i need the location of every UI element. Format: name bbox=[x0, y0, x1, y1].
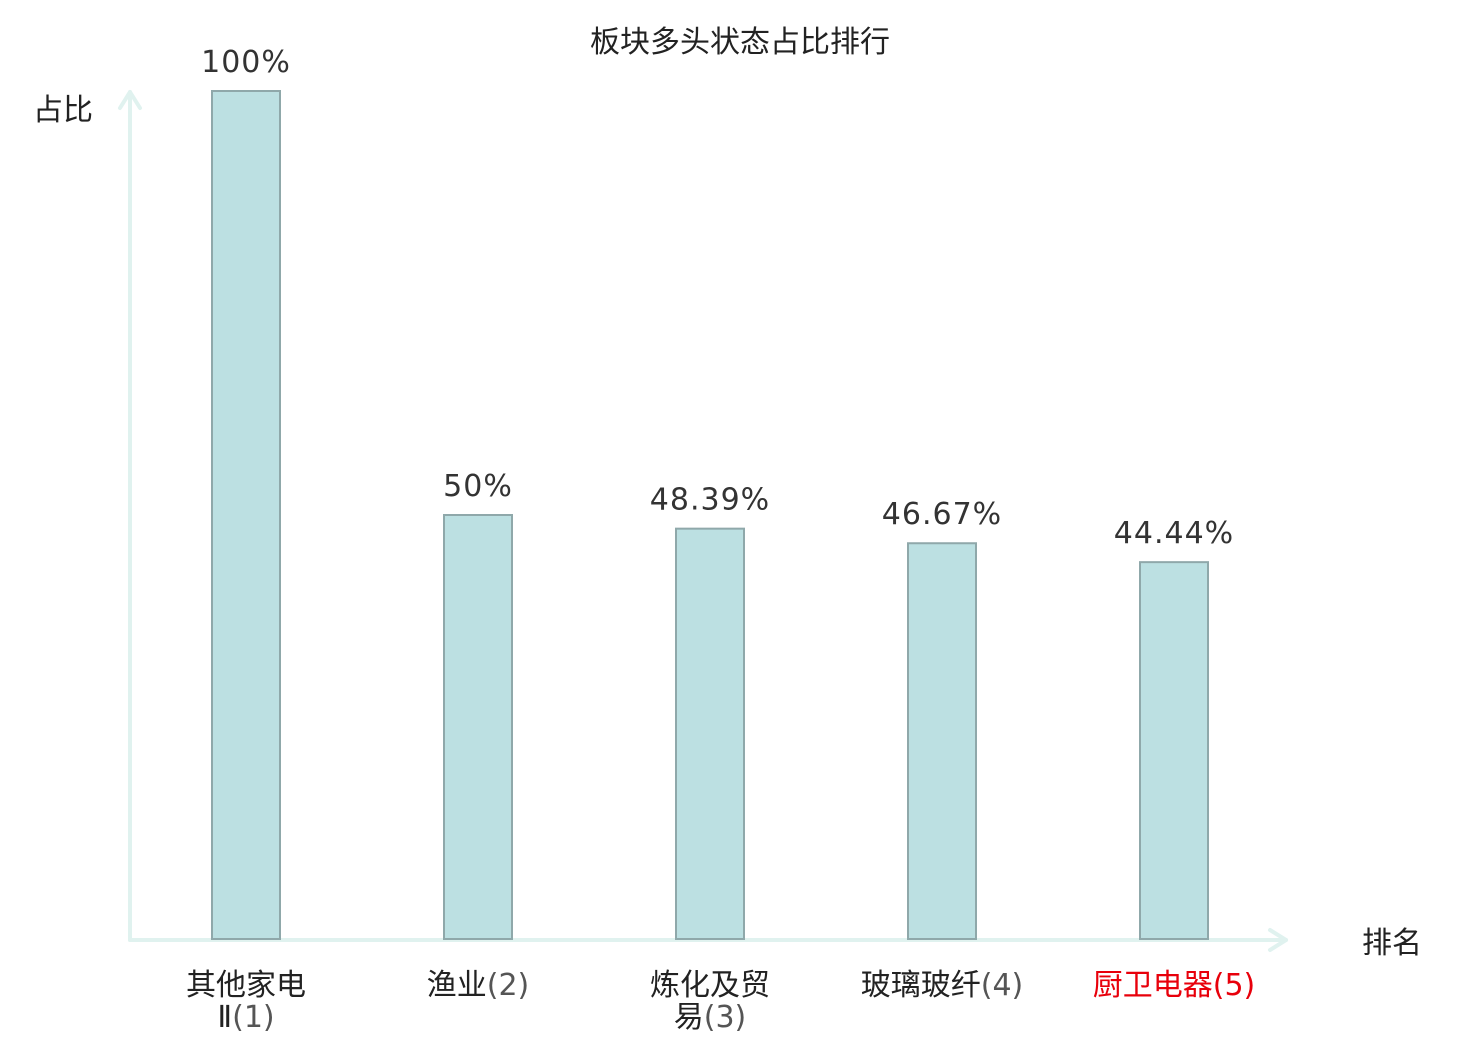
x-tick-label: 渔业(2) bbox=[427, 968, 530, 1003]
y-axis-arrow bbox=[118, 90, 142, 110]
bars-group bbox=[211, 90, 1209, 940]
chart-title: 板块多头状态占比排行 bbox=[590, 25, 890, 60]
category-name: 玻璃玻纤 bbox=[861, 968, 981, 1003]
value-labels-group: 100% 50% 48.39% 46.67% 44.44% bbox=[201, 45, 1234, 551]
x-tick-label-line: 厨卫电器(5) bbox=[1093, 968, 1256, 1003]
category-name: 易 bbox=[674, 1000, 704, 1035]
x-tick-label: 厨卫电器(5) bbox=[1093, 968, 1256, 1003]
bar-value-label: 48.39% bbox=[650, 483, 770, 518]
bar-value-label: 44.44% bbox=[1114, 516, 1234, 551]
category-name: 渔业 bbox=[427, 968, 487, 1003]
category-rank: (1) bbox=[232, 1000, 275, 1035]
x-tick-label-line: 炼化及贸 bbox=[650, 968, 770, 1003]
category-rank: (2) bbox=[487, 968, 530, 1003]
y-axis-label: 占比 bbox=[33, 93, 93, 128]
bar bbox=[443, 514, 513, 940]
category-rank: (5) bbox=[1213, 968, 1256, 1003]
category-labels-group: 其他家电 Ⅱ(1) 渔业(2) 炼化及贸易(3) 玻璃玻纤(4) 厨卫电器(5) bbox=[186, 968, 1255, 1035]
category-name: 炼化及贸 bbox=[650, 968, 770, 1003]
bar-value-label: 50% bbox=[443, 469, 513, 504]
x-axis-label: 排名 bbox=[1362, 926, 1422, 961]
x-tick-label: 炼化及贸易(3) bbox=[650, 968, 770, 1035]
bar bbox=[1139, 561, 1209, 940]
category-name: 厨卫电器 bbox=[1093, 968, 1213, 1003]
bar-value-label: 100% bbox=[201, 45, 291, 80]
x-tick-label: 玻璃玻纤(4) bbox=[861, 968, 1024, 1003]
category-name: 其他家电 bbox=[186, 968, 306, 1003]
category-rank: (4) bbox=[981, 968, 1024, 1003]
x-tick-label-line: 易(3) bbox=[674, 1000, 747, 1035]
axes bbox=[118, 90, 1288, 952]
category-rank: (3) bbox=[704, 1000, 747, 1035]
bar bbox=[907, 542, 977, 940]
x-tick-label-line: 玻璃玻纤(4) bbox=[861, 968, 1024, 1003]
x-tick-label-line: 其他家电 bbox=[186, 968, 306, 1003]
bar bbox=[675, 527, 745, 940]
bar bbox=[211, 90, 281, 940]
x-axis-arrow bbox=[1268, 928, 1288, 952]
category-name: Ⅱ bbox=[217, 1000, 232, 1035]
x-tick-label-line: 渔业(2) bbox=[427, 968, 530, 1003]
x-tick-label-line: Ⅱ(1) bbox=[217, 1000, 274, 1035]
bar-value-label: 46.67% bbox=[882, 497, 1002, 532]
x-tick-label: 其他家电 Ⅱ(1) bbox=[186, 968, 306, 1035]
